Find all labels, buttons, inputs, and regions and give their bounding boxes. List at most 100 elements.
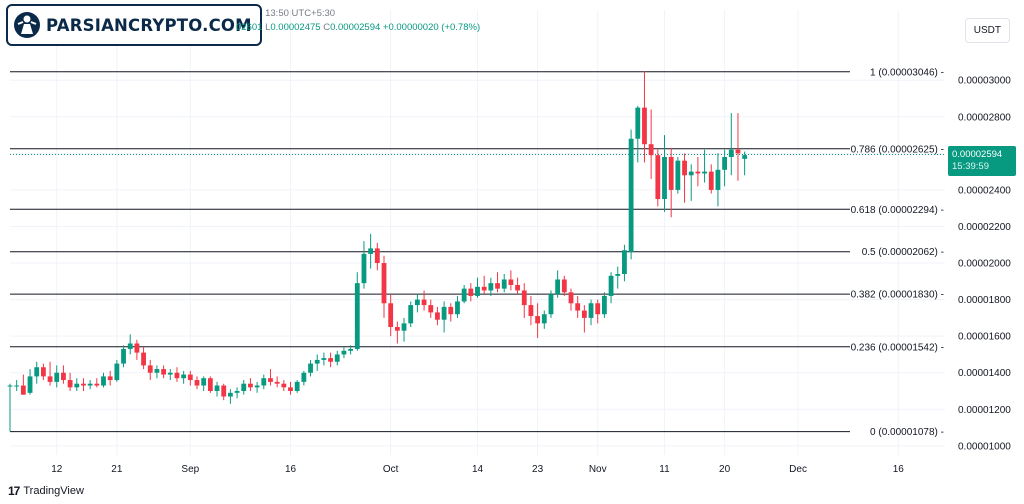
- price-axis: 0.000030000.000028000.000026000.00002400…: [958, 76, 1011, 453]
- fibonacci-retracement: 1 (0.00003046) - 0.786 (0.00002625) - 0.61…: [10, 67, 945, 438]
- candle-down: [448, 303, 454, 322]
- candle-up: [227, 389, 233, 404]
- candle-down: [528, 295, 534, 326]
- candle-down: [161, 365, 167, 379]
- candle-body: [388, 303, 394, 328]
- candle-body: [334, 354, 340, 362]
- candle-body: [94, 383, 100, 386]
- candle-body: [201, 378, 207, 386]
- candle-up: [475, 277, 480, 298]
- candle-body: [515, 284, 520, 291]
- candle-body: [14, 385, 20, 387]
- time-tick-label: Sep: [181, 464, 199, 475]
- candle-down: [481, 275, 487, 295]
- candle-up: [555, 270, 561, 298]
- candle-body: [642, 107, 647, 145]
- candle-body: [181, 374, 187, 379]
- candle-body: [501, 279, 507, 289]
- candle-up: [361, 241, 367, 289]
- time-tick-label: 14: [472, 464, 484, 475]
- candle-up: [548, 290, 554, 318]
- candle-up: [354, 272, 360, 351]
- candle-body: [708, 171, 714, 190]
- candle-up: [74, 378, 80, 392]
- time-tick-label: 16: [893, 464, 905, 475]
- candle-down: [388, 294, 394, 337]
- candle-body: [27, 376, 33, 393]
- candle-body: [81, 383, 86, 386]
- candle-down: [381, 255, 387, 318]
- candle-up: [261, 374, 267, 390]
- candle-up: [334, 350, 340, 366]
- candle-up: [254, 381, 260, 393]
- candle-body: [421, 299, 427, 306]
- candle-body: [187, 374, 193, 381]
- candle-down: [194, 376, 200, 390]
- time-tick-label: 21: [111, 464, 123, 475]
- candle-body: [314, 359, 320, 364]
- candle-body: [141, 352, 146, 366]
- candle-up: [441, 301, 447, 333]
- candle-up: [368, 233, 374, 269]
- candle-down: [508, 270, 514, 291]
- candle-up: [662, 135, 667, 212]
- tradingview-brand[interactable]: 17 TradingView: [8, 484, 84, 498]
- candle-up: [401, 317, 407, 342]
- candle-down: [67, 372, 73, 392]
- candle-body: [368, 248, 374, 254]
- candle-up: [622, 244, 627, 282]
- candle-down: [561, 275, 567, 296]
- candle-body: [702, 171, 707, 174]
- ohlc-tail: 02601: [236, 22, 263, 33]
- candle-down: [374, 242, 380, 271]
- candle-body: [575, 303, 581, 311]
- candle-down: [535, 303, 541, 338]
- candle-up: [715, 153, 721, 207]
- candle-body: [167, 372, 173, 375]
- time-tick-label: Dec: [789, 464, 807, 475]
- candle-body: [288, 387, 293, 392]
- candle-up: [341, 347, 347, 359]
- candle-down: [708, 164, 714, 194]
- candle-body: [74, 383, 80, 388]
- candle-body: [214, 385, 220, 392]
- candle-body: [194, 380, 200, 386]
- close-label: C: [323, 22, 331, 33]
- candle-body: [668, 157, 674, 190]
- currency-button[interactable]: USDT: [964, 18, 1010, 43]
- candle-body: [481, 286, 487, 291]
- candle-body: [675, 160, 681, 190]
- candle-body: [254, 385, 260, 388]
- candle-down: [47, 361, 53, 386]
- candle-body: [328, 358, 333, 362]
- candle-body: [555, 279, 561, 295]
- candle-body: [561, 279, 567, 293]
- candle-body: [281, 383, 287, 388]
- candle-up: [34, 361, 40, 384]
- candle-body: [7, 385, 13, 387]
- price-tick-label: 0.00001800: [958, 295, 1011, 306]
- candle-body: [722, 157, 728, 170]
- candle-body: [221, 385, 227, 397]
- candle-up: [114, 359, 120, 382]
- candle-body: [662, 157, 667, 200]
- candle-body: [361, 253, 367, 284]
- candle-up: [301, 370, 307, 386]
- candle-up: [488, 277, 494, 296]
- candle-body: [548, 294, 554, 315]
- candle-body: [401, 323, 407, 331]
- candle-body: [521, 290, 527, 306]
- candle-body: [455, 301, 460, 315]
- candle-body: [67, 380, 73, 388]
- candle-down: [682, 153, 687, 203]
- price-tick-label: 0.00001600: [958, 332, 1011, 343]
- candle-body: [321, 358, 327, 360]
- candle-up: [87, 380, 93, 390]
- candle-body: [695, 171, 701, 174]
- time-tick-label: Nov: [589, 464, 607, 475]
- candle-up: [154, 365, 160, 379]
- candle-body: [742, 155, 748, 159]
- candle-up: [54, 365, 60, 388]
- change-value: +0.00000020 (+0.78%): [382, 22, 481, 33]
